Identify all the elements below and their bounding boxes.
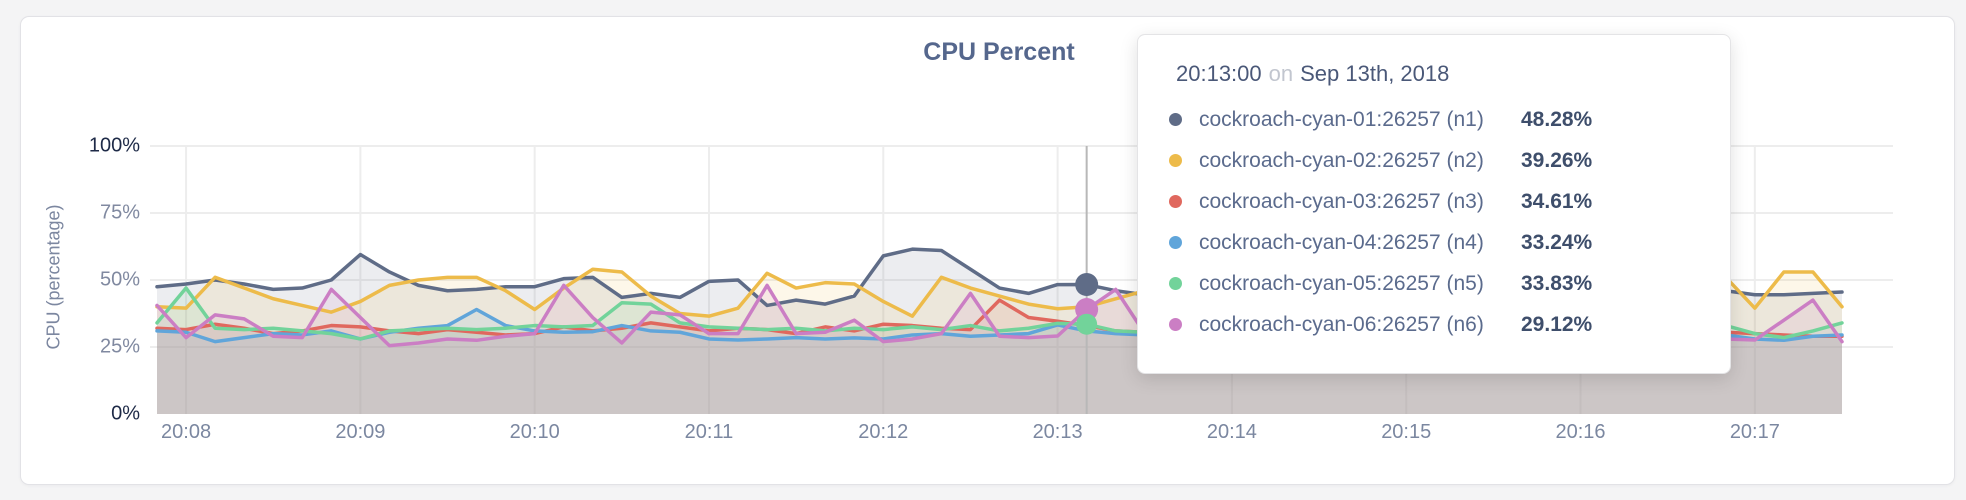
tooltip-series-row: cockroach-cyan-06:26257 (n6) 29.12% (1166, 304, 1702, 345)
series-name: cockroach-cyan-05:26257 (n5) (1199, 271, 1484, 295)
x-tick-label: 20:15 (1381, 421, 1432, 443)
x-tick-label: 20:16 (1555, 421, 1606, 443)
x-tick-label: 20:11 (684, 421, 734, 443)
hover-tooltip: 20:13:00 on Sep 13th, 2018 cockroach-cyan-… (1137, 34, 1731, 374)
tooltip-series-row: cockroach-cyan-03:26257 (n3) 34.61% (1166, 181, 1702, 222)
tooltip-series-row: cockroach-cyan-02:26257 (n2) 39.26% (1166, 140, 1702, 181)
series-value: 39.26% (1521, 148, 1593, 172)
series-value: 34.61% (1521, 189, 1593, 213)
highlight-dot (1076, 313, 1098, 335)
y-tick-label: 25% (99, 335, 140, 358)
series-color-dot (1169, 236, 1182, 249)
tooltip-series-row: cockroach-cyan-05:26257 (n5) 33.83% (1166, 263, 1702, 304)
tooltip-series-list: cockroach-cyan-01:26257 (n1) 48.28% cockro… (1166, 99, 1702, 345)
tooltip-time: 20:13:00 (1176, 61, 1262, 86)
tooltip-date: Sep 13th, 2018 (1300, 61, 1450, 86)
series-value: 29.12% (1521, 312, 1593, 336)
series-color-dot (1169, 277, 1182, 290)
highlight-dot (1075, 297, 1099, 321)
chart-title: CPU Percent (923, 38, 1075, 66)
tooltip-series-row: cockroach-cyan-04:26257 (n4) 33.24% (1166, 222, 1702, 263)
x-tick-label: 20:12 (858, 421, 909, 443)
series-area (157, 288, 1842, 414)
x-tick-label: 20:17 (1729, 421, 1780, 443)
series-color-dot (1169, 195, 1182, 208)
series-color-dot (1169, 154, 1182, 167)
series-color-dot (1169, 113, 1182, 126)
series-name: cockroach-cyan-03:26257 (n3) (1199, 189, 1484, 213)
series-name: cockroach-cyan-02:26257 (n2) (1199, 148, 1484, 172)
y-tick-label: 100% (88, 134, 140, 157)
x-tick-label: 20:09 (335, 421, 386, 443)
x-tick-label: 20:13 (1032, 421, 1083, 443)
y-tick-label: 0% (111, 402, 140, 425)
tooltip-timestamp: 20:13:00 on Sep 13th, 2018 (1176, 61, 1702, 87)
series-color-dot (1169, 318, 1182, 331)
y-tick-label: 75% (99, 201, 140, 224)
series-name: cockroach-cyan-06:26257 (n6) (1199, 312, 1484, 336)
x-tick-label: 20:10 (509, 421, 560, 443)
tooltip-series-row: cockroach-cyan-01:26257 (n1) 48.28% (1166, 99, 1702, 140)
series-area (157, 300, 1842, 414)
x-tick-label: 20:14 (1206, 421, 1257, 443)
series-area (157, 285, 1842, 414)
series-name: cockroach-cyan-01:26257 (n1) (1199, 107, 1484, 131)
series-name: cockroach-cyan-04:26257 (n4) (1199, 230, 1484, 254)
highlight-dot (1075, 273, 1099, 297)
y-tick-label: 50% (99, 268, 140, 291)
tooltip-conjunction: on (1268, 61, 1294, 86)
series-value: 48.28% (1521, 107, 1593, 131)
series-value: 33.24% (1521, 230, 1593, 254)
x-tick-label: 20:08 (161, 421, 212, 443)
series-value: 33.83% (1521, 271, 1593, 295)
